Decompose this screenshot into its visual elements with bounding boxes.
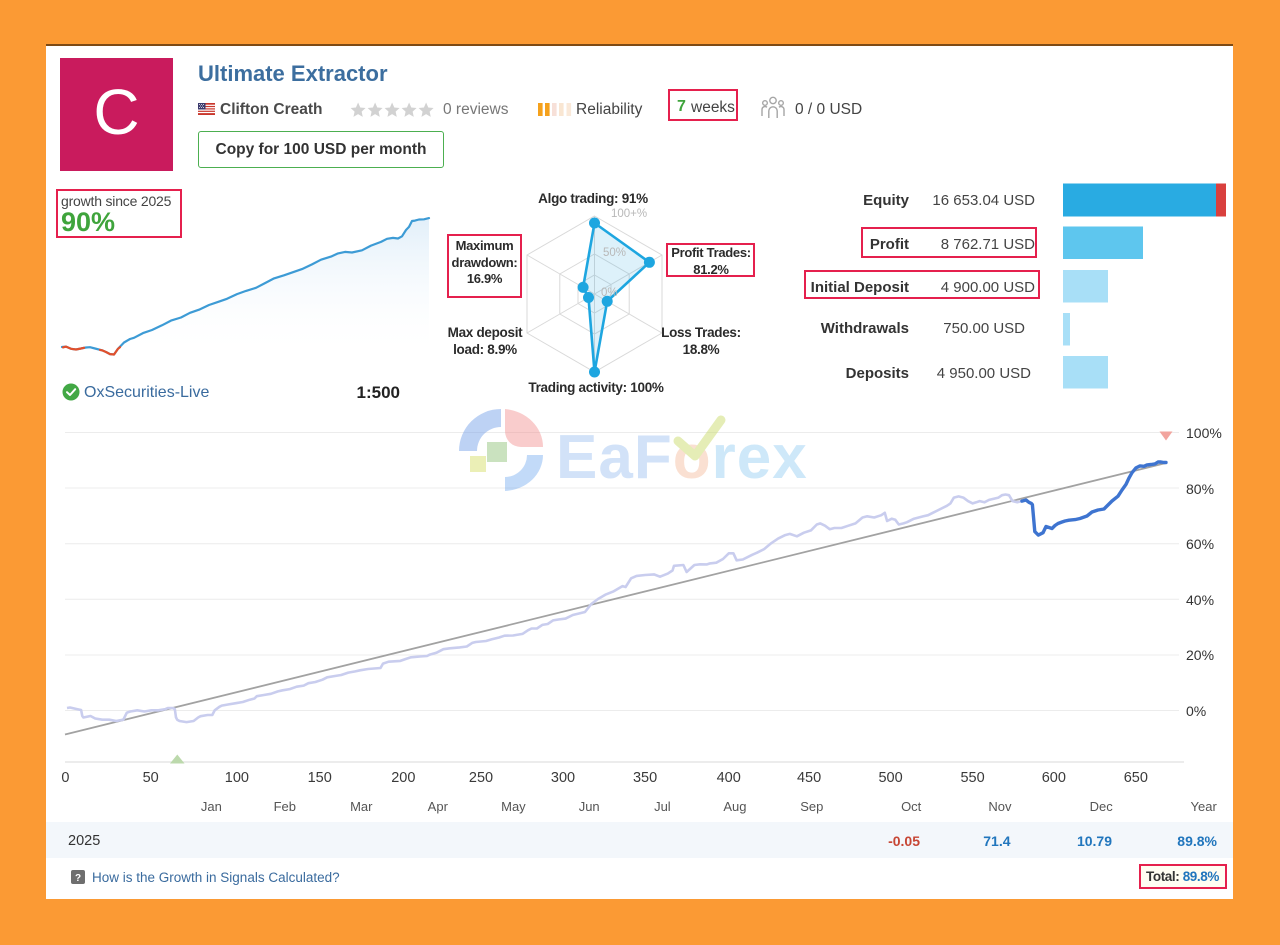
svg-text:EaForex: EaForex (556, 423, 808, 492)
svg-text:?: ? (75, 873, 81, 884)
